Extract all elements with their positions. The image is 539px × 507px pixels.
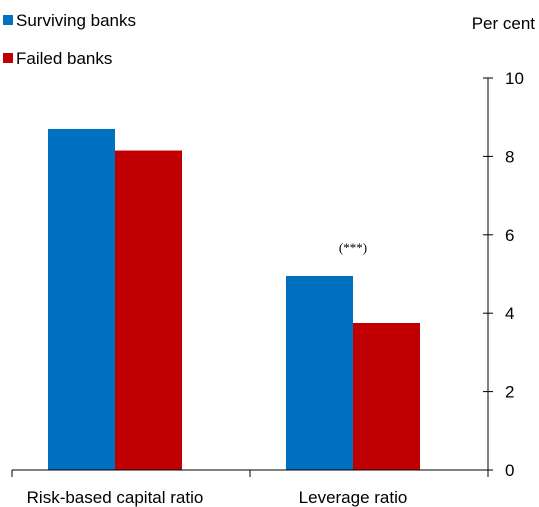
bar-failed-banks-risk-based-capital-ratio [115, 150, 182, 470]
legend: Surviving banks Failed banks [3, 11, 136, 68]
bars: Risk-based capital ratio Leverage ratio (*… [27, 128, 420, 507]
y-tick-label: 2 [505, 383, 514, 402]
y-tick-label: 0 [505, 461, 514, 480]
category-label-risk-based-capital-ratio: Risk-based capital ratio [27, 488, 204, 507]
category-label-leverage-ratio: Leverage ratio [299, 488, 408, 507]
unit-label: Per cent [472, 14, 536, 33]
legend-swatch-surviving-banks [3, 15, 13, 25]
y-tick-label: 8 [505, 147, 514, 166]
significance-annotation: (***) [339, 240, 367, 255]
bar-surviving-banks-risk-based-capital-ratio [48, 128, 115, 470]
bar-surviving-banks-leverage-ratio [286, 275, 353, 470]
y-tick-label: 6 [505, 226, 514, 245]
axes: 0 2 4 6 8 10 [11, 69, 524, 480]
bar-failed-banks-leverage-ratio [353, 323, 420, 470]
y-tick-label: 4 [505, 304, 514, 323]
legend-label-failed-banks: Failed banks [16, 49, 112, 68]
legend-swatch-failed-banks [3, 53, 13, 63]
y-tick-label: 10 [505, 69, 524, 88]
legend-label-surviving-banks: Surviving banks [16, 11, 136, 30]
